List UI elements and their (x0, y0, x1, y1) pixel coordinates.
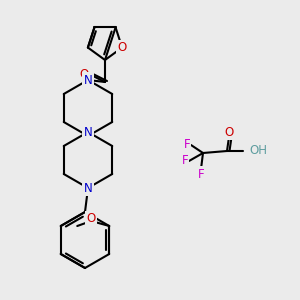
Text: O: O (224, 125, 234, 139)
Text: F: F (198, 167, 204, 181)
Text: F: F (182, 154, 188, 167)
Text: O: O (118, 41, 127, 54)
Text: O: O (80, 68, 88, 80)
Text: OH: OH (249, 145, 267, 158)
Text: N: N (84, 182, 92, 194)
Text: F: F (184, 139, 190, 152)
Text: N: N (84, 125, 92, 139)
Text: N: N (84, 74, 92, 86)
Text: O: O (87, 212, 96, 226)
